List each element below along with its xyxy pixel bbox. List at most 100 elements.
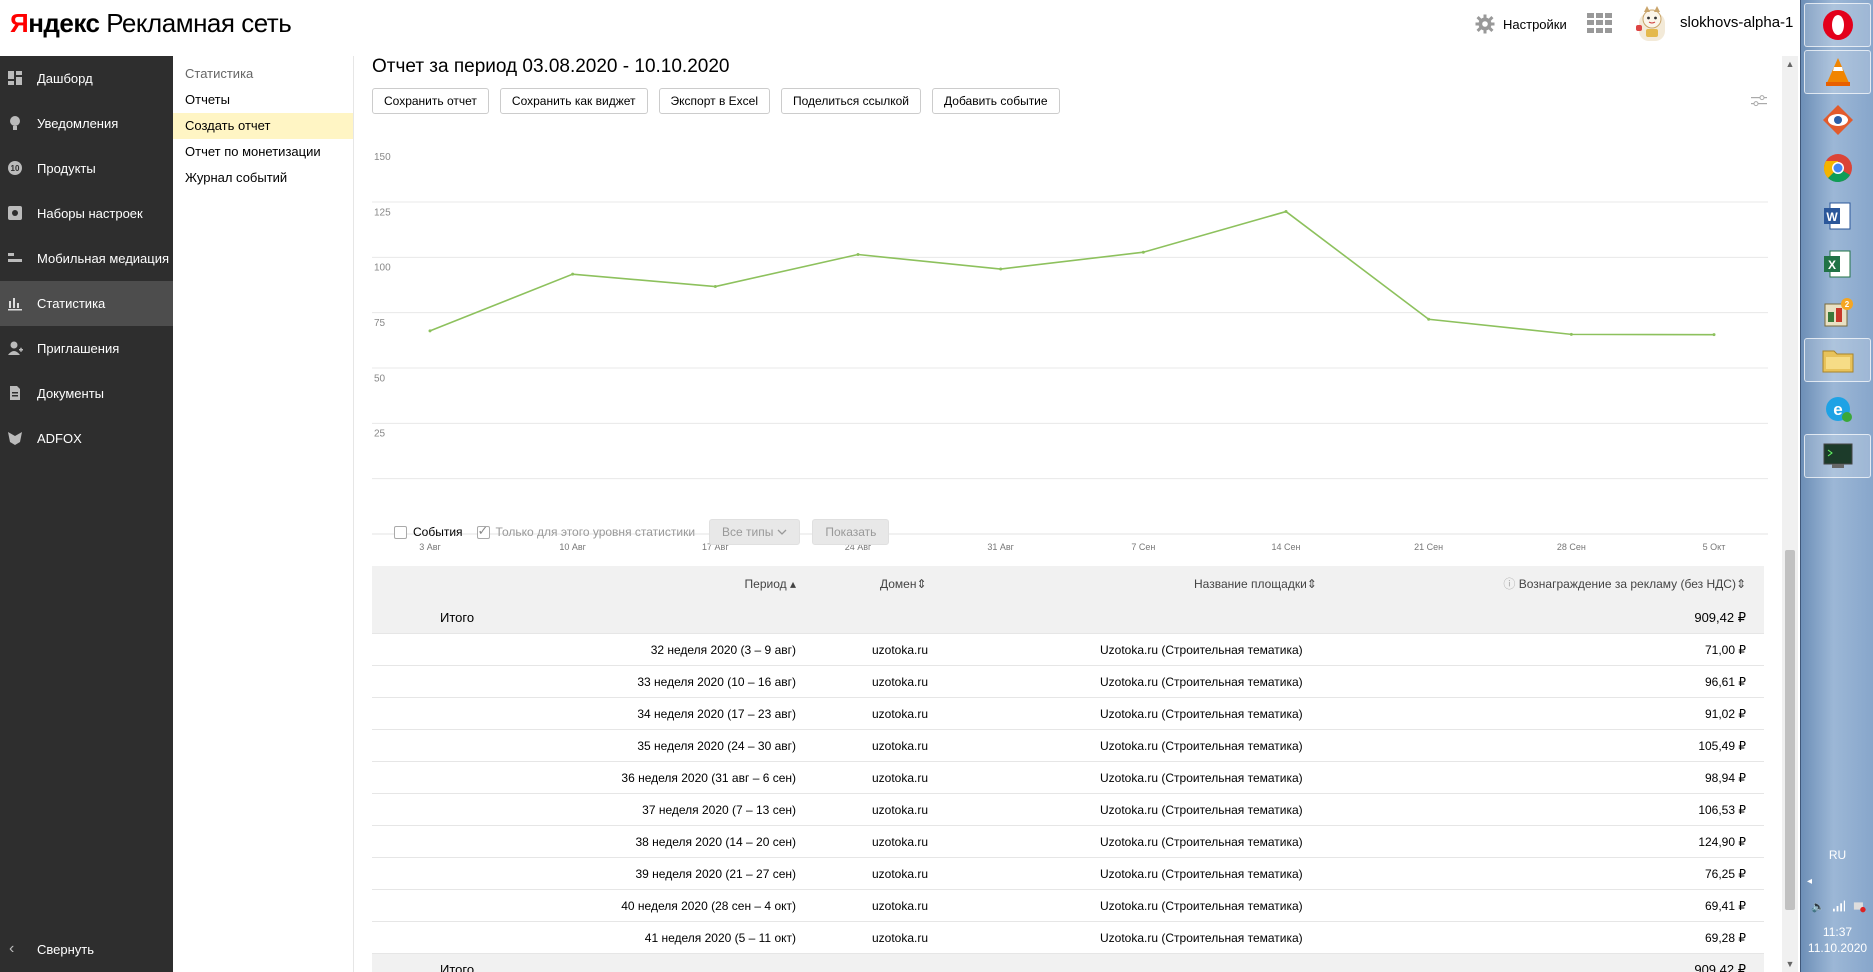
data-point [1427,317,1431,321]
taskbar-opera-button[interactable] [1804,3,1871,47]
table-body: 32 неделя 2020 (3 – 9 авг) uzotoka.ru Uzot… [372,634,1764,972]
subnav-item-monetization-report[interactable]: Отчет по монетизации [185,144,321,159]
cell-domain: uzotoka.ru [872,835,929,849]
taskbar-terminal-button[interactable] [1804,434,1871,478]
tray-expand-icon[interactable]: ◂ [1807,876,1813,887]
subnav-item-event-log[interactable]: Журнал событий [185,170,288,185]
sidebar-item-label: Продукты [37,161,96,176]
username[interactable]: slokhovs-alpha-1 [1680,14,1794,31]
network-warning-icon[interactable] [1853,899,1866,913]
yandex-logo[interactable]: Яндекс Рекламная сеть [10,8,292,39]
taskbar-excel-button[interactable]: X [1804,242,1871,286]
table-total-row-bottom: Итого 909,42 ₽ [372,954,1764,972]
sidebar-item-label: Документы [37,386,105,401]
report-toolbar: Сохранить отчет Сохранить как виджет Экс… [372,88,1060,114]
types-select[interactable]: Все типы [709,519,801,545]
avatar[interactable] [1635,5,1669,43]
series-line [429,210,1715,336]
settings-link[interactable]: Настройки [1475,12,1567,36]
x-tick-label: 28 Сен [1557,542,1586,552]
events-checkbox[interactable] [394,525,407,539]
column-header-site-label: Название площадки [1194,577,1307,591]
types-select-value: Все типы [722,525,774,539]
cell-site: Uzotoka.ru (Строительная тематика) [1100,899,1303,913]
column-header-domain[interactable]: Домен⇕ [880,566,927,602]
presets-icon [7,205,23,221]
notes-icon: 2 [1824,298,1853,327]
signal-icon[interactable] [1832,900,1846,912]
taskbar-clock[interactable]: 11:37 11.10.2020 [1801,924,1873,956]
reward-line-chart: 25 50 75 100 125 150 3 Авг 10 Авг 17 Авг 24 Авг 31… [372,130,1772,560]
sidebar-item-invitations[interactable]: Приглашения [0,326,173,371]
level-only-checkbox[interactable] [476,523,490,539]
sidebar-item-label: Приглашения [37,341,120,356]
subnav-item-reports[interactable]: Отчеты [185,92,230,107]
cell-period: 37 неделя 2020 (7 – 13 сен) [642,803,796,817]
table-row: 36 неделя 2020 (31 авг – 6 сен) uzotoka.r… [372,762,1764,794]
taskbar-eye-app-button[interactable] [1804,98,1871,142]
sidebar-item-dashboard[interactable]: Дашборд [0,56,173,101]
table-row: 40 неделя 2020 (28 сен – 4 окт) uzotoka.r… [372,890,1764,922]
show-button[interactable]: Показать [812,519,890,545]
sidebar-item-adfox[interactable]: ADFOX [0,416,173,461]
save-widget-button[interactable]: Сохранить как виджет [499,88,648,114]
subnav-item-create-report[interactable]: Создать отчет [173,113,353,139]
table-row: 35 неделя 2020 (24 – 30 авг) uzotoka.ru Uz… [372,730,1764,762]
cell-domain: uzotoka.ru [872,739,929,753]
scroll-thumb[interactable] [1785,550,1795,910]
cell-domain: uzotoka.ru [872,771,929,785]
sidebar-item-notifications[interactable]: Уведомления [0,101,173,146]
help-icon[interactable]: ⓘ [1503,577,1519,591]
sidebar-item-documents[interactable]: Документы [0,371,173,416]
column-header-reward[interactable]: ⓘ Вознаграждение за рекламу (без НДС)⇕ [1503,566,1746,602]
sidebar-item-products[interactable]: 10 Продукты [0,146,173,191]
cell-reward: 69,28 ₽ [1705,931,1746,945]
cell-reward: 71,00 ₽ [1705,643,1746,657]
scroll-down-arrow[interactable]: ▼ [1785,959,1795,969]
share-link-button[interactable]: Поделиться ссылкой [781,88,922,114]
eye-app-icon [1822,105,1853,135]
add-event-button[interactable]: Добавить событие [932,88,1060,114]
sidebar-collapse-button[interactable]: ‹ Свернуть [0,926,173,972]
data-point [856,253,860,257]
scroll-up-arrow[interactable]: ▲ [1785,59,1795,69]
cell-reward: 106,53 ₽ [1698,803,1746,817]
cell-domain: uzotoka.ru [872,643,929,657]
volume-icon[interactable]: 🔈 [1811,900,1825,913]
y-tick-label: 150 [374,152,391,163]
table-header: Период ▴ Домен⇕ Название площадки⇕ ⓘ Воз… [372,566,1764,602]
taskbar-vlc-button[interactable] [1804,50,1871,94]
svg-text:X: X [1827,258,1835,272]
x-tick-label: 14 Сен [1272,542,1301,552]
sidebar-item-statistics[interactable]: Статистика [0,281,173,326]
y-tick-label: 100 [374,263,391,274]
taskbar-chrome-button[interactable] [1804,146,1871,190]
taskbar-notes-button[interactable]: 2 [1804,290,1871,334]
folder-icon [1822,350,1853,373]
cell-period: 32 неделя 2020 (3 – 9 авг) [650,643,796,657]
taskbar-word-button[interactable]: W [1804,194,1871,238]
sidebar-item-presets[interactable]: Наборы настроек [0,191,173,236]
sliders-icon[interactable] [1750,94,1768,108]
table-row: 34 неделя 2020 (17 – 23 авг) uzotoka.ru Uz… [372,698,1764,730]
sort-icon: ⇕ [1735,577,1746,591]
sidebar-item-mediation[interactable]: Мобильная медиация [0,236,173,281]
level-only-label: Только для этого уровня статистики [495,525,696,539]
apps-grid-icon[interactable] [1587,13,1613,33]
taskbar-ie-button[interactable]: e [1804,386,1871,430]
save-report-button[interactable]: Сохранить отчет [372,88,489,114]
column-header-period[interactable]: Период ▴ [745,566,796,602]
chart-icon [7,295,23,311]
data-point [428,329,432,333]
vlc-icon [1825,58,1850,86]
taskbar-language[interactable]: RU [1828,848,1847,862]
page-scrollbar[interactable]: ▲ ▼ [1782,56,1798,972]
column-header-site[interactable]: Название площадки⇕ [1194,566,1317,602]
export-excel-button[interactable]: Экспорт в Excel [658,88,771,114]
data-point [1569,332,1573,336]
column-header-domain-label: Домен [880,577,917,591]
events-label: События [413,525,463,539]
products-icon: 10 [7,160,23,176]
taskbar-folder-button[interactable] [1804,338,1871,382]
